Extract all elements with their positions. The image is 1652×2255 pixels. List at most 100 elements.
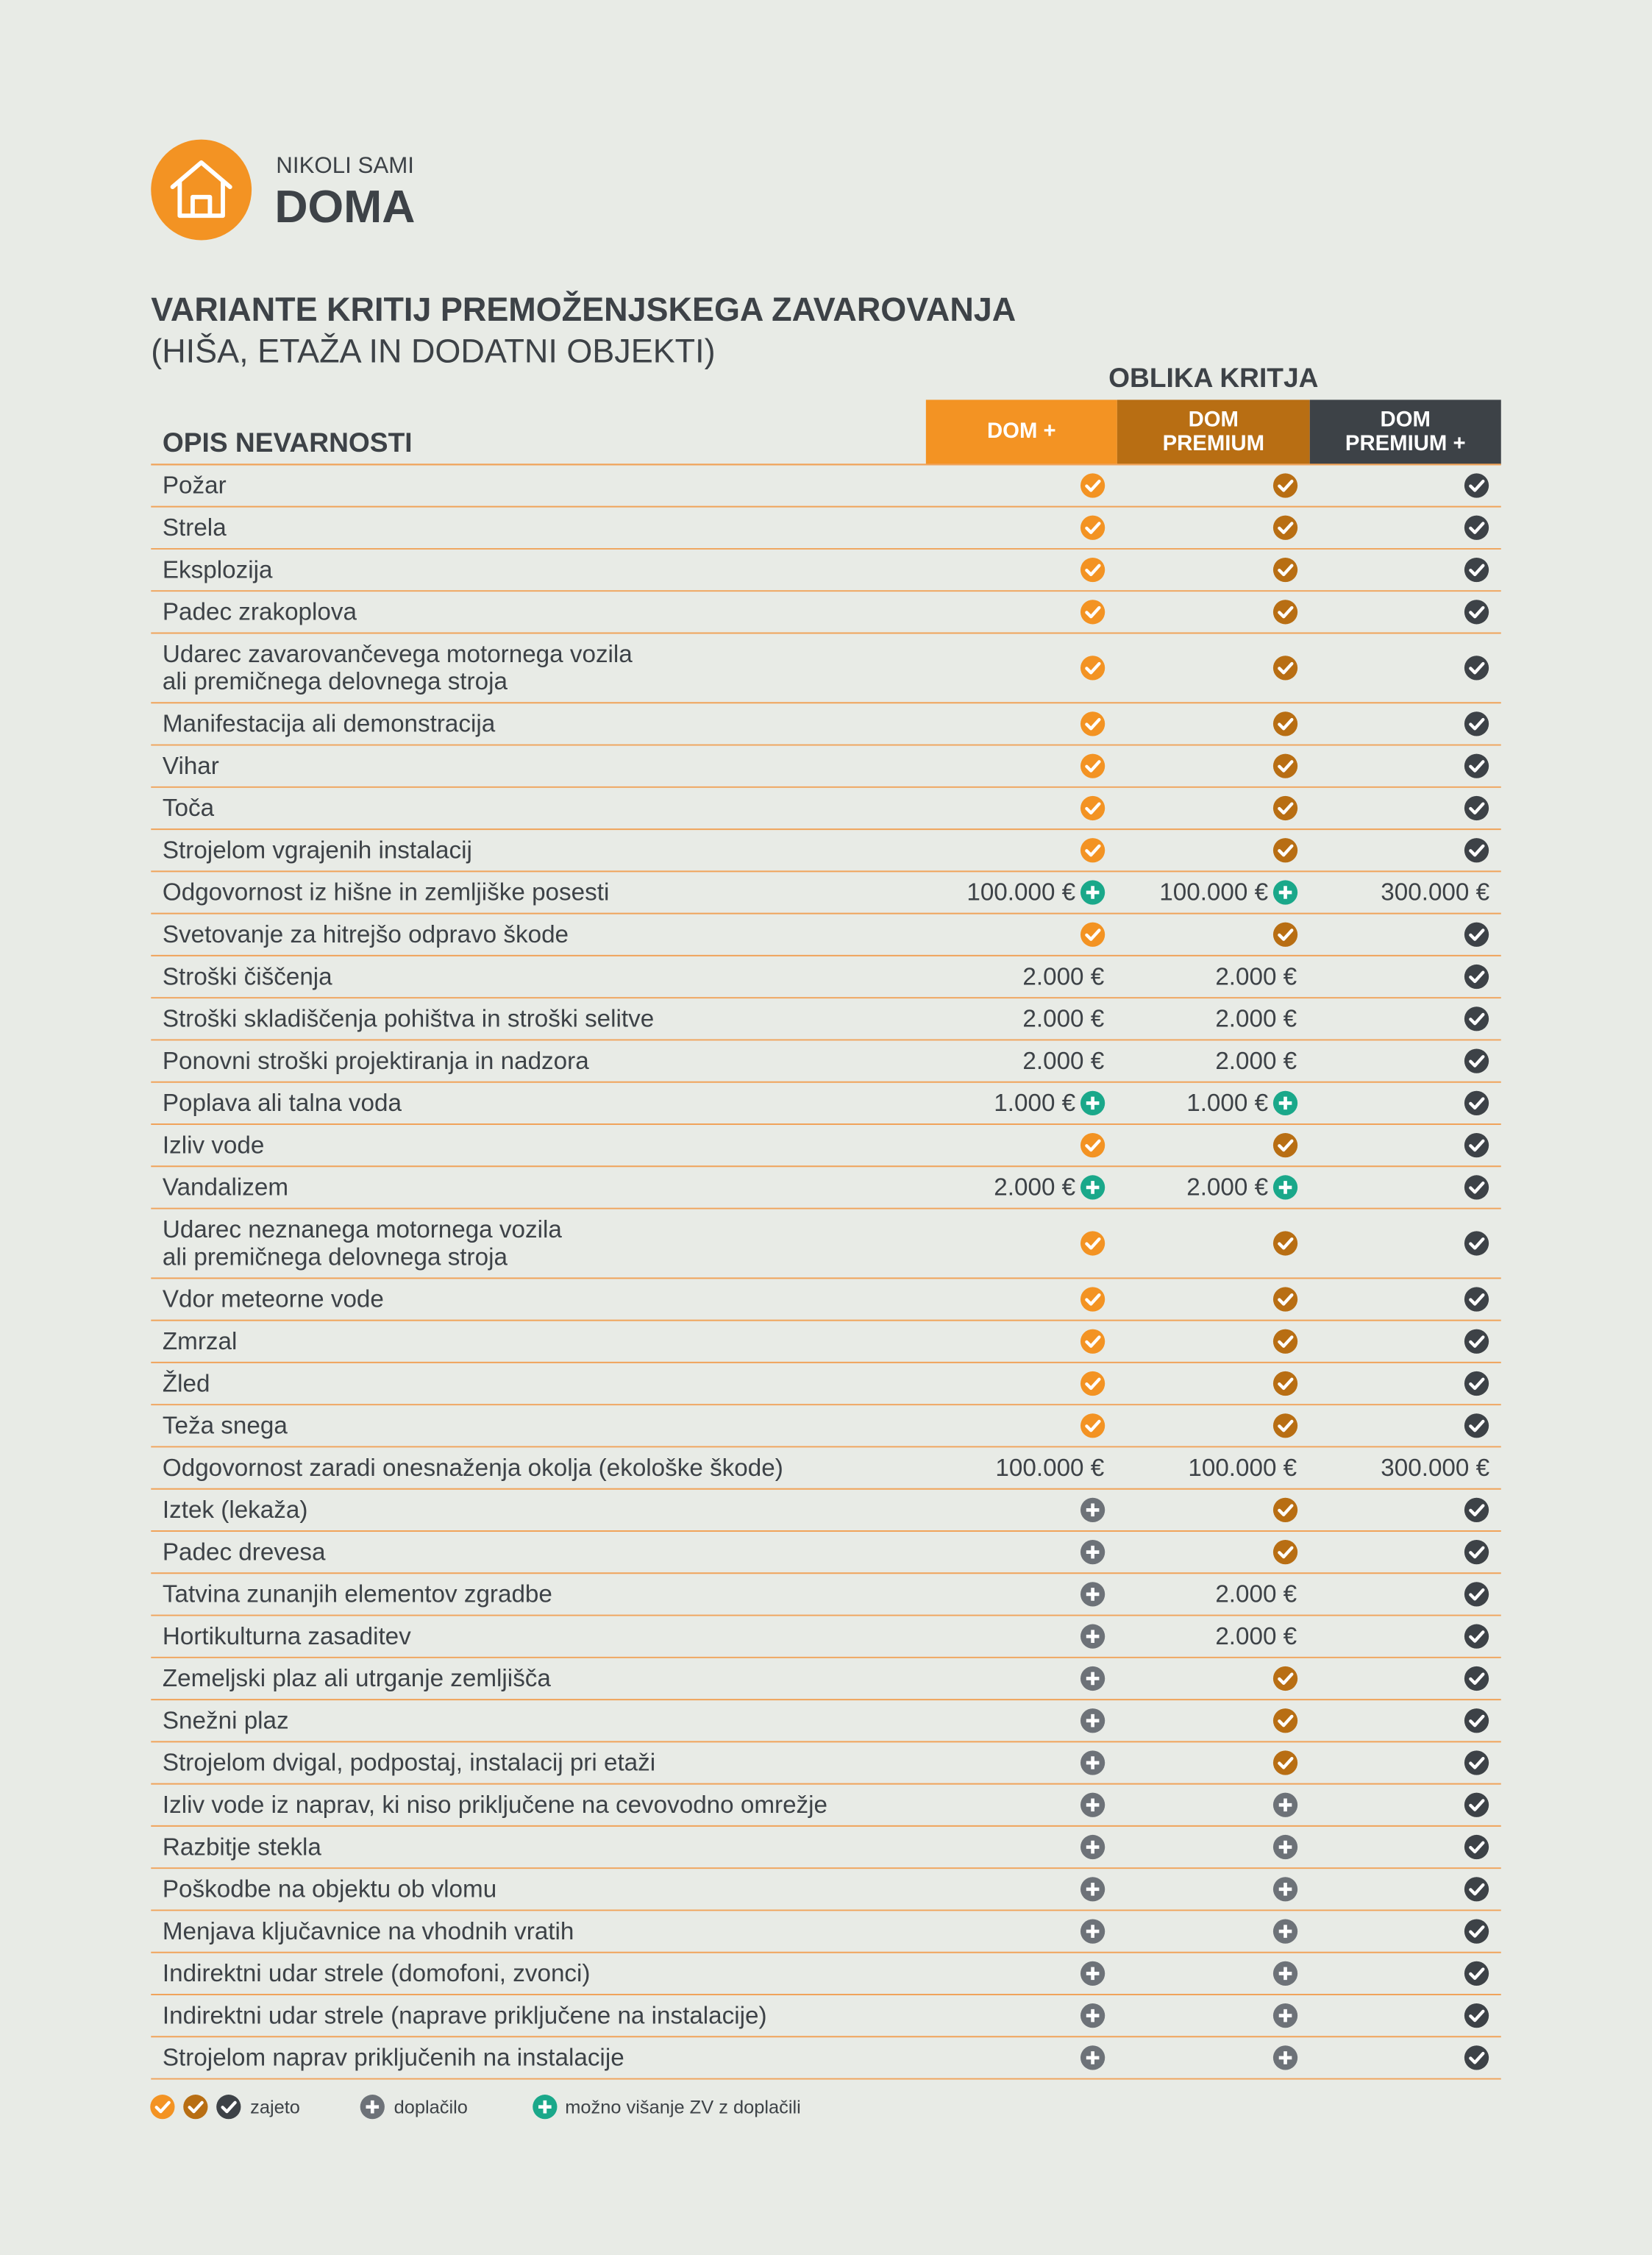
check [1278, 1419, 1294, 1432]
surcharge-icon [1272, 1834, 1298, 1860]
surcharge-icon [1080, 1792, 1106, 1817]
logo [151, 139, 252, 241]
increase-icon [1080, 1090, 1106, 1115]
check [1278, 802, 1294, 815]
icon-circle [1464, 473, 1489, 498]
column-header-text: PREMIUM [1163, 431, 1264, 455]
icon-circle [1080, 656, 1106, 681]
row-label: Hortikulturna zasaditev [163, 1623, 411, 1650]
icon-circle [1464, 1090, 1489, 1115]
icon-circle [1464, 600, 1489, 625]
covered-icon [1464, 1666, 1489, 1691]
surcharge-icon [1080, 1624, 1106, 1649]
covered-icon [1464, 1413, 1489, 1438]
covered-icon [1272, 795, 1298, 821]
covered-icon [1272, 1497, 1298, 1522]
icon-circle [150, 2095, 175, 2120]
covered-icon [1464, 515, 1489, 540]
covered-icon [1464, 1708, 1489, 1733]
check [1469, 844, 1485, 857]
covered-icon [1464, 1624, 1489, 1649]
cell-value: 2.000 € [1215, 1581, 1297, 1608]
surcharge-icon [1080, 1708, 1106, 1733]
check [1469, 928, 1485, 941]
check [1085, 661, 1101, 675]
check [221, 2100, 237, 2114]
increase-icon [1272, 1175, 1298, 1200]
row-label: Zmrzal [163, 1328, 238, 1355]
surcharge-icon [1272, 1877, 1298, 1902]
covered-icon [1464, 964, 1489, 990]
check [1278, 1714, 1294, 1727]
title-line1: VARIANTE KRITIJ PREMOŽENJSKEGA ZAVAROVAN… [151, 291, 1016, 328]
plus [1086, 1756, 1100, 1769]
row-label: Stroški čiščenja [163, 963, 332, 990]
check [1278, 844, 1294, 857]
check [1085, 606, 1101, 619]
check [1278, 760, 1294, 773]
icon-circle [1080, 711, 1106, 736]
covered-icon [1080, 1371, 1106, 1396]
covered-icon [1464, 922, 1489, 947]
covered-icon [1464, 557, 1489, 583]
surcharge-icon [1080, 1666, 1106, 1691]
covered-icon [1464, 1048, 1489, 1073]
row-label: Toča [163, 795, 215, 822]
covered-icon [216, 2095, 241, 2120]
check [1278, 661, 1294, 675]
icon-circle [1272, 838, 1298, 863]
icon-circle [1272, 1133, 1298, 1158]
covered-icon [1464, 1497, 1489, 1522]
covered-icon [1464, 600, 1489, 625]
increase-icon [1080, 1175, 1106, 1200]
check [1469, 661, 1485, 675]
row-label: Strojelom dvigal, podpostaj, instalacij … [163, 1750, 655, 1777]
row-label: Vdor meteorne vode [163, 1286, 384, 1313]
check [1469, 1925, 1485, 1938]
increase-icon [1272, 1090, 1298, 1115]
row-label: Eksplozija [163, 556, 273, 583]
covered-icon [1080, 838, 1106, 863]
covered-icon [1464, 2003, 1489, 2028]
icon-circle [1464, 1540, 1489, 1565]
covered-icon [1080, 557, 1106, 583]
row-label: ali premičnega delovnega stroja [163, 1243, 508, 1271]
icon-circle [1464, 1666, 1489, 1691]
check [1469, 1504, 1485, 1516]
covered-icon [1464, 1877, 1489, 1902]
cell-value: 1.000 € [994, 1090, 1075, 1117]
increase-icon [1080, 880, 1106, 905]
check [1278, 1139, 1294, 1152]
cell-value: 2.000 € [1215, 1623, 1297, 1650]
row-label: Strojelom naprav priključenih na instala… [163, 2045, 624, 2072]
icon-circle [1272, 1666, 1298, 1691]
surcharge-icon [1080, 1582, 1106, 1607]
covered-icon [1464, 656, 1489, 681]
check [1469, 1756, 1485, 1769]
covered-icon [1464, 1175, 1489, 1200]
icon-circle [1464, 1371, 1489, 1396]
row-label: Indirektni udar strele (domofoni, zvonci… [163, 1960, 591, 1987]
brand-big: DOMA [274, 181, 415, 232]
surcharge-icon [1272, 1919, 1298, 1944]
icon-circle [1464, 1750, 1489, 1775]
row-label: Udarec zavarovančevega motornega vozila [163, 641, 633, 668]
check [1278, 606, 1294, 619]
column-header-text: PREMIUM + [1345, 431, 1466, 455]
cell-value: 2.000 € [1186, 1174, 1268, 1201]
row-label: Tatvina zunanjih elementov zgradbe [163, 1581, 552, 1608]
icon-circle [1464, 795, 1489, 821]
row-label: Snežni plaz [163, 1707, 289, 1734]
plus [1086, 1181, 1100, 1194]
row-label: Izliv vode iz naprav, ki niso priključen… [163, 1791, 827, 1819]
plus [1278, 1181, 1292, 1194]
check [1469, 760, 1485, 773]
first-header: OPIS NEVARNOSTI [163, 427, 413, 458]
icon-circle [1272, 711, 1298, 736]
check [1469, 564, 1485, 577]
surcharge-icon [1080, 2045, 1106, 2070]
icon-circle [1464, 1133, 1489, 1158]
check [1469, 479, 1485, 492]
cell-value: 2.000 € [1215, 1006, 1297, 1033]
